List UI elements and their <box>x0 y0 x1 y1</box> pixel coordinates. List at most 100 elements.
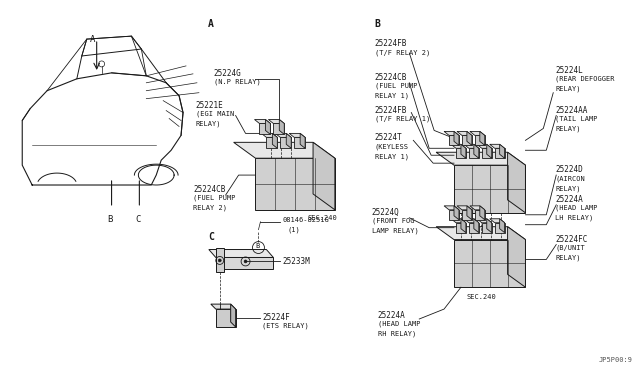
Text: RELAY): RELAY) <box>556 254 580 261</box>
Polygon shape <box>508 227 525 287</box>
Polygon shape <box>508 152 525 213</box>
Text: 25224AA: 25224AA <box>556 106 588 115</box>
Polygon shape <box>487 219 492 232</box>
Polygon shape <box>444 206 459 210</box>
Polygon shape <box>480 206 484 220</box>
Text: SEC.240: SEC.240 <box>307 215 337 221</box>
Text: 25224Q: 25224Q <box>372 208 399 217</box>
Text: JP5P00:9: JP5P00:9 <box>598 357 633 363</box>
Polygon shape <box>262 134 277 137</box>
Polygon shape <box>266 119 270 134</box>
Polygon shape <box>436 152 525 165</box>
Polygon shape <box>255 119 270 124</box>
Text: (TAIL LAMP: (TAIL LAMP <box>556 116 598 122</box>
Text: 08146-8251G: 08146-8251G <box>282 217 329 223</box>
Text: (T/F RELAY 1): (T/F RELAY 1) <box>374 116 430 122</box>
Text: (ETS RELAY): (ETS RELAY) <box>262 323 309 330</box>
Polygon shape <box>454 131 459 145</box>
Polygon shape <box>467 206 472 220</box>
Polygon shape <box>444 131 459 135</box>
Polygon shape <box>487 144 492 158</box>
Bar <box>475 210 484 220</box>
Text: (AIRCON: (AIRCON <box>556 175 585 182</box>
Text: (1): (1) <box>287 227 300 233</box>
Polygon shape <box>490 144 504 148</box>
Polygon shape <box>461 219 466 232</box>
Text: (KEYLESS: (KEYLESS <box>374 143 408 150</box>
Text: LH RELAY): LH RELAY) <box>556 215 593 221</box>
Text: B: B <box>374 19 380 29</box>
Text: RELAY 1): RELAY 1) <box>374 153 408 160</box>
Polygon shape <box>451 144 466 148</box>
Polygon shape <box>454 206 459 220</box>
Text: (B/UNIT: (B/UNIT <box>556 244 585 251</box>
Bar <box>216 257 273 269</box>
Polygon shape <box>477 219 492 223</box>
Bar <box>456 148 466 158</box>
Polygon shape <box>467 131 472 145</box>
Text: RELAY): RELAY) <box>556 185 580 192</box>
Bar <box>462 210 472 220</box>
Text: (HEAD LAMP: (HEAD LAMP <box>556 205 598 211</box>
Bar <box>482 223 492 232</box>
Bar <box>449 210 459 220</box>
Bar <box>449 135 459 145</box>
Bar <box>216 309 236 327</box>
Text: (N.P RELAY): (N.P RELAY) <box>214 79 260 85</box>
Bar <box>495 148 504 158</box>
Text: C: C <box>208 232 214 242</box>
Polygon shape <box>470 206 484 210</box>
Polygon shape <box>279 119 284 134</box>
Polygon shape <box>474 144 479 158</box>
Polygon shape <box>457 131 472 135</box>
Polygon shape <box>313 142 335 210</box>
Text: (FRONT FOG: (FRONT FOG <box>372 218 414 224</box>
Polygon shape <box>480 131 484 145</box>
Polygon shape <box>464 144 479 148</box>
Text: 25224FB: 25224FB <box>374 106 407 115</box>
Text: LAMP RELAY): LAMP RELAY) <box>372 228 419 234</box>
Bar <box>255 158 335 210</box>
Text: RELAY): RELAY) <box>556 125 580 132</box>
Bar <box>216 247 224 272</box>
Text: SEC.240: SEC.240 <box>467 294 497 300</box>
Polygon shape <box>275 134 291 137</box>
Text: 25233M: 25233M <box>282 257 310 266</box>
Circle shape <box>244 260 247 263</box>
Polygon shape <box>464 219 479 223</box>
Polygon shape <box>500 144 504 158</box>
Text: (REAR DEFOGGER: (REAR DEFOGGER <box>556 76 615 82</box>
Bar <box>294 137 305 148</box>
Text: 25224G: 25224G <box>214 69 241 78</box>
Text: RH RELAY): RH RELAY) <box>378 331 416 337</box>
Text: B: B <box>255 243 260 248</box>
Text: 25221E: 25221E <box>196 101 224 110</box>
Text: 25224L: 25224L <box>556 66 583 75</box>
Bar <box>280 137 291 148</box>
Polygon shape <box>211 304 236 309</box>
Bar <box>266 137 277 148</box>
Text: 25224FB: 25224FB <box>374 39 407 48</box>
Polygon shape <box>490 219 504 223</box>
Bar <box>469 223 479 232</box>
Bar <box>482 148 492 158</box>
Polygon shape <box>500 219 504 232</box>
Text: 25224A: 25224A <box>378 311 405 320</box>
Text: 25224A: 25224A <box>556 195 583 204</box>
Text: (FUEL PUMP: (FUEL PUMP <box>193 195 236 201</box>
Polygon shape <box>286 134 291 148</box>
Polygon shape <box>470 131 484 135</box>
Text: 25224F: 25224F <box>262 313 290 322</box>
Bar <box>469 148 479 158</box>
Text: 25224D: 25224D <box>556 165 583 174</box>
Polygon shape <box>461 144 466 158</box>
Text: 25224CB: 25224CB <box>374 73 407 82</box>
Text: RELAY 1): RELAY 1) <box>374 93 408 99</box>
Text: A: A <box>208 19 214 29</box>
Bar <box>273 124 284 134</box>
Text: RELAY): RELAY) <box>556 86 580 92</box>
Bar <box>456 223 466 232</box>
Polygon shape <box>289 134 305 137</box>
Bar <box>475 135 484 145</box>
Text: (FUEL PUMP: (FUEL PUMP <box>374 83 417 89</box>
